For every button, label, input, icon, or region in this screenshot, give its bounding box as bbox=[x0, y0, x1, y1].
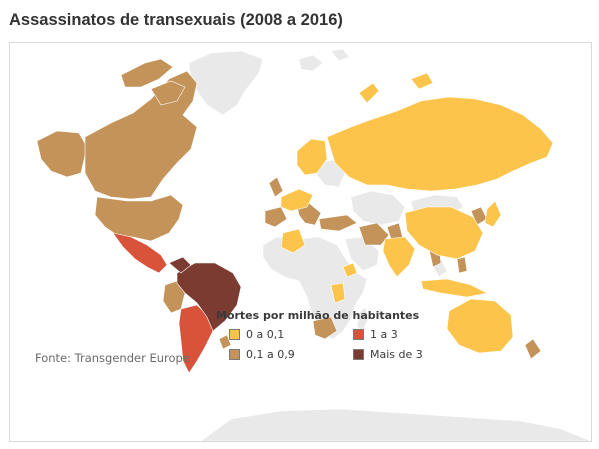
region-uruguay bbox=[218, 334, 232, 350]
legend-label: Mais de 3 bbox=[370, 348, 423, 361]
legend-swatch bbox=[229, 329, 240, 340]
region-greenland bbox=[188, 50, 264, 116]
region-kenya bbox=[342, 262, 358, 278]
legend-swatch bbox=[353, 329, 364, 340]
region-madagascar bbox=[356, 306, 370, 332]
region-mexico bbox=[112, 232, 168, 274]
region-uk bbox=[268, 176, 284, 198]
region-central-asia bbox=[350, 190, 406, 226]
legend-label: 0 a 0,1 bbox=[246, 328, 285, 341]
legend: Mortes por milhão de habitantes 0 a 0,1 … bbox=[216, 309, 426, 368]
region-arctic-islands bbox=[298, 54, 324, 72]
region-australia bbox=[446, 298, 514, 354]
region-africa bbox=[262, 236, 368, 340]
region-new-zealand bbox=[524, 338, 542, 360]
map-title: Assassinatos de transexuais (2008 a 2016… bbox=[9, 11, 343, 29]
region-mozambique bbox=[330, 282, 346, 304]
region-indonesia bbox=[420, 278, 488, 298]
region-france-germany bbox=[280, 188, 314, 212]
tier-more-than-3-regions bbox=[168, 256, 242, 332]
region-india bbox=[382, 236, 416, 278]
region-antarctica bbox=[200, 408, 591, 441]
region-severnaya-zemlya bbox=[410, 72, 434, 90]
world-map[interactable] bbox=[9, 42, 592, 442]
region-usa bbox=[94, 194, 184, 242]
region-baffin-island bbox=[150, 80, 186, 106]
region-algeria bbox=[280, 228, 306, 254]
region-philippines bbox=[456, 256, 468, 274]
legend-swatch bbox=[229, 349, 240, 360]
region-china bbox=[404, 206, 484, 260]
region-south-africa bbox=[312, 316, 338, 340]
tier-0-1-to-0-9-regions bbox=[36, 58, 542, 360]
region-venezuela bbox=[168, 256, 192, 274]
region-japan bbox=[484, 200, 502, 228]
region-alaska bbox=[36, 130, 88, 178]
tier-0-to-0-1-regions bbox=[280, 72, 554, 354]
legend-item-1-to-3[interactable]: 1 a 3 bbox=[353, 328, 398, 341]
legend-label: 0,1 a 0,9 bbox=[246, 348, 295, 361]
region-brazil bbox=[176, 262, 242, 332]
region-novaya-zemlya bbox=[358, 82, 380, 104]
region-turkey bbox=[318, 214, 358, 232]
legend-title: Mortes por milhão de habitantes bbox=[216, 309, 420, 322]
region-canadian-arctic-islands bbox=[120, 58, 174, 88]
region-scandinavia bbox=[296, 138, 328, 176]
region-russia bbox=[326, 96, 554, 192]
legend-item-0-1-to-0-9[interactable]: 0,1 a 0,9 bbox=[229, 348, 295, 361]
legend-items: 0 a 0,1 1 a 3 0,1 a 0,9 Mais de 3 bbox=[216, 328, 426, 368]
legend-swatch bbox=[353, 349, 364, 360]
legend-label: 1 a 3 bbox=[370, 328, 398, 341]
legend-item-0-to-0-1[interactable]: 0 a 0,1 bbox=[229, 328, 284, 341]
legend-item-more-than-3[interactable]: Mais de 3 bbox=[353, 348, 423, 361]
region-svalbard bbox=[330, 48, 350, 62]
region-iberia bbox=[264, 206, 288, 228]
world-map-svg bbox=[36, 48, 591, 441]
source-note: Fonte: Transgender Europe bbox=[35, 351, 190, 365]
